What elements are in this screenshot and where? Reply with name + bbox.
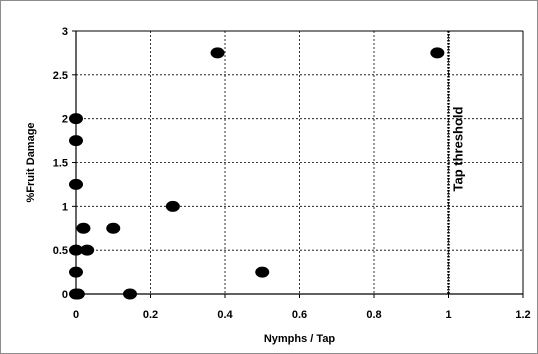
- x-tick-label: 0.8: [366, 309, 381, 321]
- data-point: [255, 266, 270, 278]
- y-tick-label: 0.5: [53, 245, 68, 257]
- data-point: [80, 244, 95, 256]
- x-tick-label: 1: [445, 309, 451, 321]
- y-tick-label: 0: [62, 289, 68, 301]
- y-tick-label: 1: [62, 201, 68, 213]
- data-points: [69, 47, 445, 300]
- data-point: [430, 47, 445, 59]
- threshold-label: Tap threshold: [451, 106, 466, 191]
- tick-labels: 0 0.2 0.4 0.6 0.8 1 1.2 0 0.5 1 1.5 2 2.5 3: [53, 26, 531, 321]
- data-point: [69, 178, 83, 190]
- data-point: [76, 222, 91, 234]
- x-tick-label: 0.4: [217, 309, 233, 321]
- data-point: [70, 288, 85, 300]
- data-point: [69, 113, 83, 125]
- data-point: [123, 288, 138, 300]
- x-tick-label: 0: [73, 309, 79, 321]
- y-axis-title: %Fruit Damage: [25, 122, 37, 202]
- y-tick-label: 2: [62, 114, 68, 126]
- data-point: [69, 266, 83, 278]
- data-point: [165, 200, 180, 212]
- data-point: [210, 47, 225, 59]
- data-point: [106, 222, 121, 234]
- y-tick-label: 1.5: [53, 158, 68, 170]
- x-tick-label: 1.2: [515, 309, 530, 321]
- data-point: [69, 135, 83, 147]
- axes: [72, 30, 524, 298]
- x-tick-label: 0.2: [143, 309, 158, 321]
- x-tick-label: 0.6: [292, 309, 307, 321]
- y-tick-label: 3: [62, 26, 68, 38]
- data-point: [69, 244, 83, 256]
- x-axis-title: Nymphs / Tap: [264, 333, 336, 345]
- y-tick-label: 2.5: [53, 70, 68, 82]
